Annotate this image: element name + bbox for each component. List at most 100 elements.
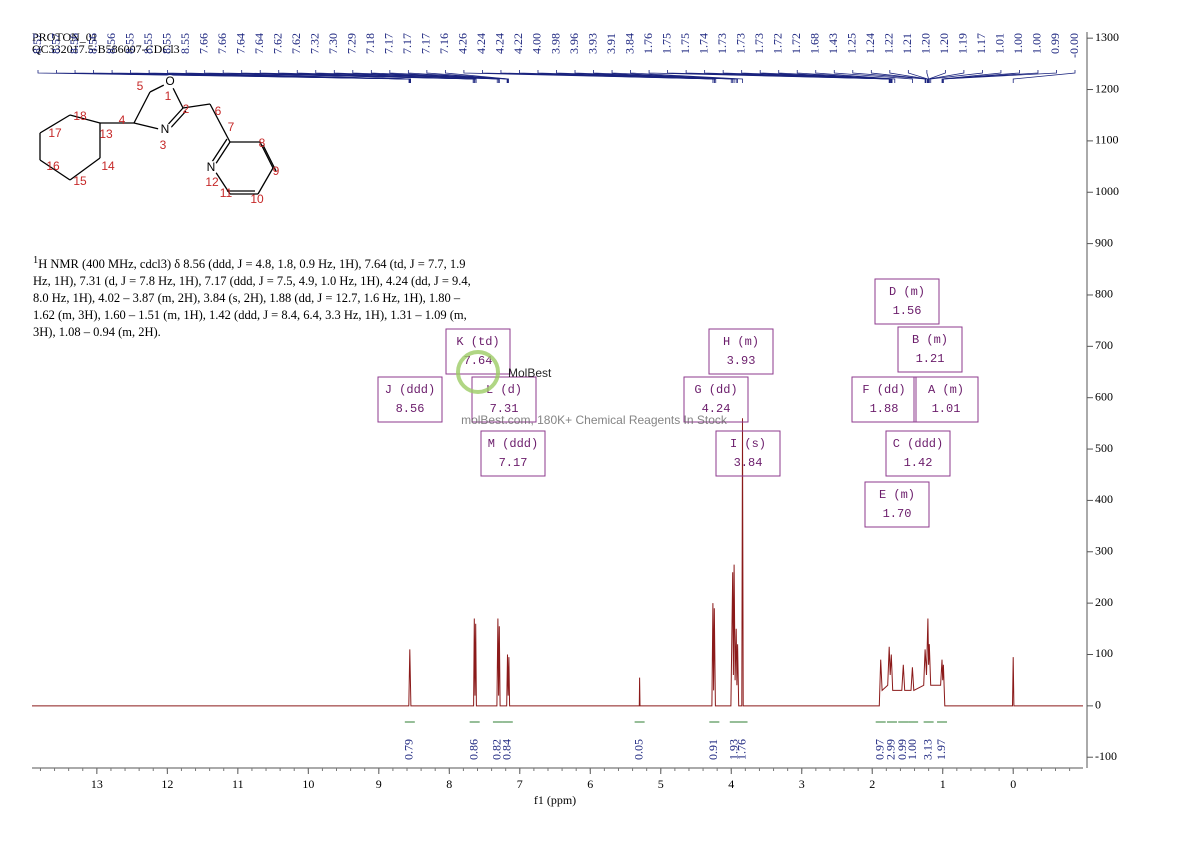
- x-tick-label: 7: [517, 777, 523, 791]
- peak-label: 8.55: [178, 33, 192, 54]
- peak-label: 7.66: [215, 33, 229, 54]
- bond: [257, 167, 274, 195]
- peak-label: 1.19: [956, 33, 970, 54]
- peak-connector: [833, 70, 913, 83]
- peak-label: 8.55: [122, 33, 136, 54]
- multiplet-box: [913, 376, 979, 423]
- peak-connector: [941, 70, 1002, 83]
- peak-label: 1.43: [826, 33, 840, 54]
- integral-label: 1.76: [734, 739, 748, 760]
- peak-connector: [352, 70, 500, 83]
- peak-label: -0.00: [1067, 33, 1081, 58]
- peak-label: 8.56: [67, 33, 81, 54]
- peak-label: 7.64: [233, 33, 247, 54]
- x-tick-label: 3: [799, 777, 805, 791]
- x-tick-label: 9: [376, 777, 382, 791]
- multiplet-label: F (dd): [862, 383, 905, 397]
- atom-number: 16: [46, 159, 60, 173]
- multiplet-label: L (d): [486, 383, 522, 397]
- x-tick-label: 10: [302, 777, 314, 791]
- peak-label: 1.73: [752, 33, 766, 54]
- sample: QC332017.5-B586007-CDCl3: [32, 42, 180, 56]
- atom-bg: [158, 123, 172, 137]
- description-text: H NMR (400 MHz, cdcl3) δ 8.56 (ddd, J = …: [33, 257, 471, 340]
- multiplet-shift: 8.56: [396, 402, 425, 416]
- y-tick-label: 500: [1095, 441, 1113, 455]
- peak-connector: [426, 70, 509, 83]
- integral-label: 0.97: [872, 739, 886, 760]
- peak-label: 4.22: [511, 33, 525, 54]
- atom-symbol: O: [165, 74, 174, 88]
- watermark-brand: MolBest: [508, 366, 552, 380]
- peak-label: 3.91: [604, 33, 618, 54]
- multiplet-label: M (ddd): [488, 437, 538, 451]
- peak-connector: [889, 70, 928, 83]
- multiplet-box: [885, 430, 951, 477]
- peak-label: 1.00: [1011, 33, 1025, 54]
- atom-number: 14: [101, 159, 115, 173]
- peak-connector: [942, 70, 1039, 83]
- multiplet-box: [851, 376, 917, 423]
- y-tick-label: 800: [1095, 287, 1113, 301]
- peak-label: 1.73: [733, 33, 747, 54]
- watermark-tagline: molBest.com, 180K+ Chemical Reagents In …: [461, 413, 728, 427]
- x-tick-label: 6: [587, 777, 593, 791]
- integral-label: 0.86: [466, 739, 480, 760]
- x-tick-label: 12: [161, 777, 173, 791]
- peak-label: 7.62: [289, 33, 303, 54]
- bond: [133, 91, 151, 124]
- peak-label: 3.98: [548, 33, 562, 54]
- multiplet-box: [708, 328, 774, 375]
- peak-label: 1.74: [696, 33, 710, 54]
- integral-label: 0.82: [490, 739, 504, 760]
- integral-label: 3.13: [920, 739, 934, 760]
- x-tick-label: 1: [940, 777, 946, 791]
- peak-label: 7.16: [437, 33, 451, 54]
- y-tick-label: -100: [1095, 749, 1117, 763]
- multiplet-shift: 1.56: [893, 304, 922, 318]
- integral-label: 0.99: [895, 739, 909, 760]
- superscript: 1: [33, 255, 39, 266]
- peak-label: 1.24: [863, 33, 877, 54]
- y-tick-label: 600: [1095, 389, 1113, 403]
- y-tick-label: 0: [1095, 698, 1101, 712]
- peak-label: 1.20: [919, 33, 933, 54]
- x-tick-label: 0: [1010, 777, 1016, 791]
- integral-label: 1.00: [905, 739, 919, 760]
- atom-number: 4: [119, 113, 126, 127]
- bond: [182, 103, 211, 109]
- peak-label: 7.18: [363, 33, 377, 54]
- peak-label: 8.57: [30, 33, 44, 54]
- peak-label: 7.29: [345, 33, 359, 54]
- integral-label: 1.97: [934, 739, 948, 760]
- multiplet-box: [897, 326, 963, 373]
- atom-number: 2: [183, 102, 190, 116]
- x-tick-label: 4: [728, 777, 734, 791]
- peak-label: 1.20: [937, 33, 951, 54]
- peak-connector: [759, 70, 892, 83]
- bond: [69, 114, 101, 124]
- multiplet-shift: 1.21: [916, 352, 945, 366]
- multiplet-shift: 1.70: [883, 507, 912, 521]
- peak-connector: [852, 70, 926, 83]
- peak-connector: [870, 70, 927, 83]
- atom-number: 12: [205, 175, 219, 189]
- y-tick-label: 100: [1095, 646, 1113, 660]
- peak-connector: [943, 70, 1057, 83]
- peak-connector: [185, 70, 411, 83]
- peak-connector: [796, 70, 893, 83]
- experiment: PROTON_01: [32, 30, 98, 44]
- bond: [259, 141, 274, 169]
- peak-label: 7.17: [400, 33, 414, 54]
- y-tick-label: 1200: [1095, 81, 1119, 95]
- peak-label: 8.56: [85, 33, 99, 54]
- atom-bg: [163, 75, 177, 89]
- integral-label: 1.93: [727, 739, 741, 760]
- peak-label: 3.96: [567, 33, 581, 54]
- multiplet-box: [864, 481, 930, 528]
- peak-label: 1.00: [1030, 33, 1044, 54]
- multiplet-shift: 1.88: [870, 402, 899, 416]
- peak-connector: [930, 70, 983, 83]
